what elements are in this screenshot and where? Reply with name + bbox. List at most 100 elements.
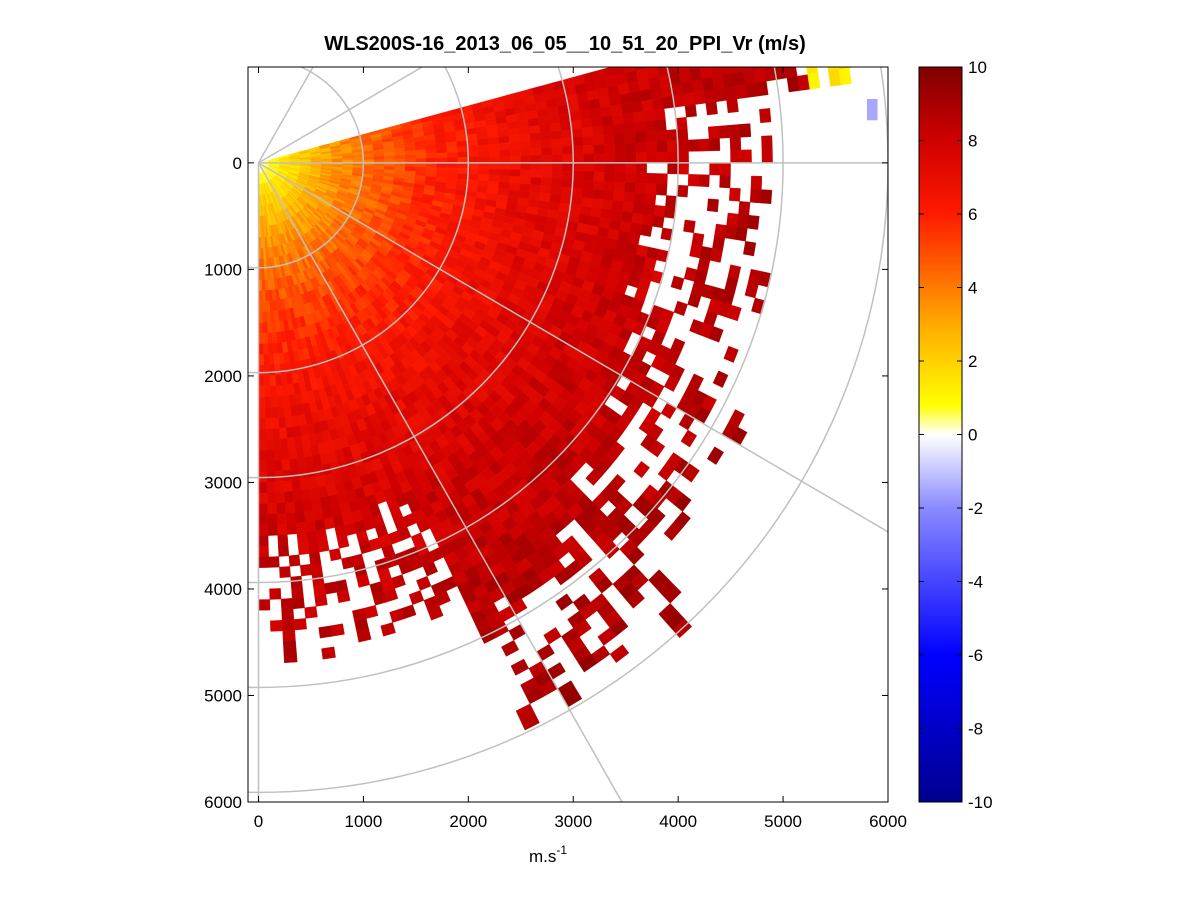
vr-cell <box>499 155 511 164</box>
vr-cell <box>468 156 480 164</box>
vr-cell <box>356 628 372 643</box>
vr-cell <box>520 162 532 171</box>
vr-cell <box>730 149 742 164</box>
vr-cell <box>394 154 406 160</box>
y-tick-label: 4000 <box>204 580 242 599</box>
vr-cell <box>447 162 458 169</box>
vr-cell <box>282 480 293 493</box>
vr-cell <box>610 104 623 116</box>
ppi-heatmap <box>258 67 878 731</box>
vr-cell <box>296 532 309 545</box>
colorbar-tick-label: 10 <box>968 58 987 77</box>
vr-cell <box>539 185 552 195</box>
vr-cell <box>508 182 521 191</box>
vr-cell <box>258 375 265 387</box>
vr-cell <box>530 162 543 171</box>
vr-cell <box>530 140 542 149</box>
vr-cell <box>551 154 564 164</box>
colorbar-tick-label: 4 <box>968 279 977 298</box>
vr-cell <box>784 67 798 79</box>
azimuth-spoke <box>258 162 888 533</box>
vr-cell <box>383 155 396 160</box>
vr-cell <box>559 194 572 205</box>
vr-cell <box>709 248 723 263</box>
vr-cell <box>488 143 500 151</box>
vr-cell <box>457 157 469 164</box>
vr-cell <box>509 155 522 164</box>
x-tick-label: 1000 <box>344 812 382 831</box>
vr-cell <box>684 104 697 118</box>
vr-cell <box>677 67 690 73</box>
vr-cell <box>708 326 724 343</box>
vr-cell <box>530 169 542 179</box>
vr-cell <box>677 139 689 152</box>
vr-cell <box>266 321 272 334</box>
vr-cell <box>600 105 613 118</box>
vr-cell <box>540 177 553 187</box>
vr-cell <box>562 145 574 156</box>
vr-cell <box>645 130 657 143</box>
vr-cell <box>446 141 458 149</box>
vr-cell <box>258 407 266 419</box>
vr-cell <box>727 264 742 280</box>
vr-cell <box>258 418 266 430</box>
vr-cell <box>706 446 724 465</box>
vr-cell <box>614 162 626 173</box>
x-tick-label: 6000 <box>869 812 907 831</box>
x-axis: 0 1000 2000 3000 4000 5000 6000 <box>254 67 907 831</box>
vr-cell <box>341 556 355 570</box>
vr-cell <box>258 439 267 451</box>
vr-cell <box>609 644 630 663</box>
vr-cell <box>720 67 734 76</box>
vr-cell <box>498 142 511 151</box>
vr-cell <box>540 139 553 149</box>
vr-cell <box>570 119 583 130</box>
vr-cell <box>666 140 679 153</box>
vr-cell <box>624 172 637 184</box>
vr-cell <box>425 167 438 173</box>
vr-cell <box>436 162 448 169</box>
vr-cell <box>613 191 625 203</box>
vr-cell <box>635 141 647 154</box>
vr-cell <box>603 134 615 145</box>
vr-cell <box>663 375 680 392</box>
vr-cell <box>436 167 448 174</box>
vr-cell <box>581 126 594 138</box>
vr-cell <box>287 447 298 460</box>
vr-cell <box>667 162 679 175</box>
vr-cell <box>687 292 702 308</box>
vr-cell <box>267 332 273 344</box>
vr-cell <box>631 100 644 114</box>
vr-cell <box>724 225 738 240</box>
y-tick-label: 3000 <box>204 473 242 492</box>
vr-cell <box>529 132 542 142</box>
vr-cell <box>677 151 689 164</box>
vr-cell <box>677 162 689 175</box>
vr-cell <box>342 157 354 161</box>
vr-cell <box>572 170 584 181</box>
vr-cell <box>528 125 541 135</box>
vr-cell <box>271 428 281 440</box>
vr-cell <box>258 492 268 504</box>
vr-cell <box>508 623 527 641</box>
vr-cell <box>507 127 520 137</box>
vr-cell <box>582 135 595 146</box>
vr-cell <box>467 145 479 152</box>
vr-cell <box>278 427 288 440</box>
vr-cell <box>559 120 572 131</box>
vr-cell <box>258 599 271 611</box>
vr-cell <box>415 153 427 159</box>
vr-cell <box>299 563 313 577</box>
vr-cell <box>699 67 704 68</box>
vr-cell <box>268 353 275 366</box>
vr-cell <box>634 182 647 195</box>
vr-cell <box>539 123 551 134</box>
vr-cell <box>425 153 438 159</box>
vr-cell <box>275 385 283 397</box>
vr-cell <box>276 523 288 536</box>
vr-cell <box>554 568 572 586</box>
vr-cell <box>731 67 744 74</box>
vr-cell <box>498 175 511 184</box>
vr-cell <box>681 81 694 95</box>
vr-cell <box>653 108 666 121</box>
